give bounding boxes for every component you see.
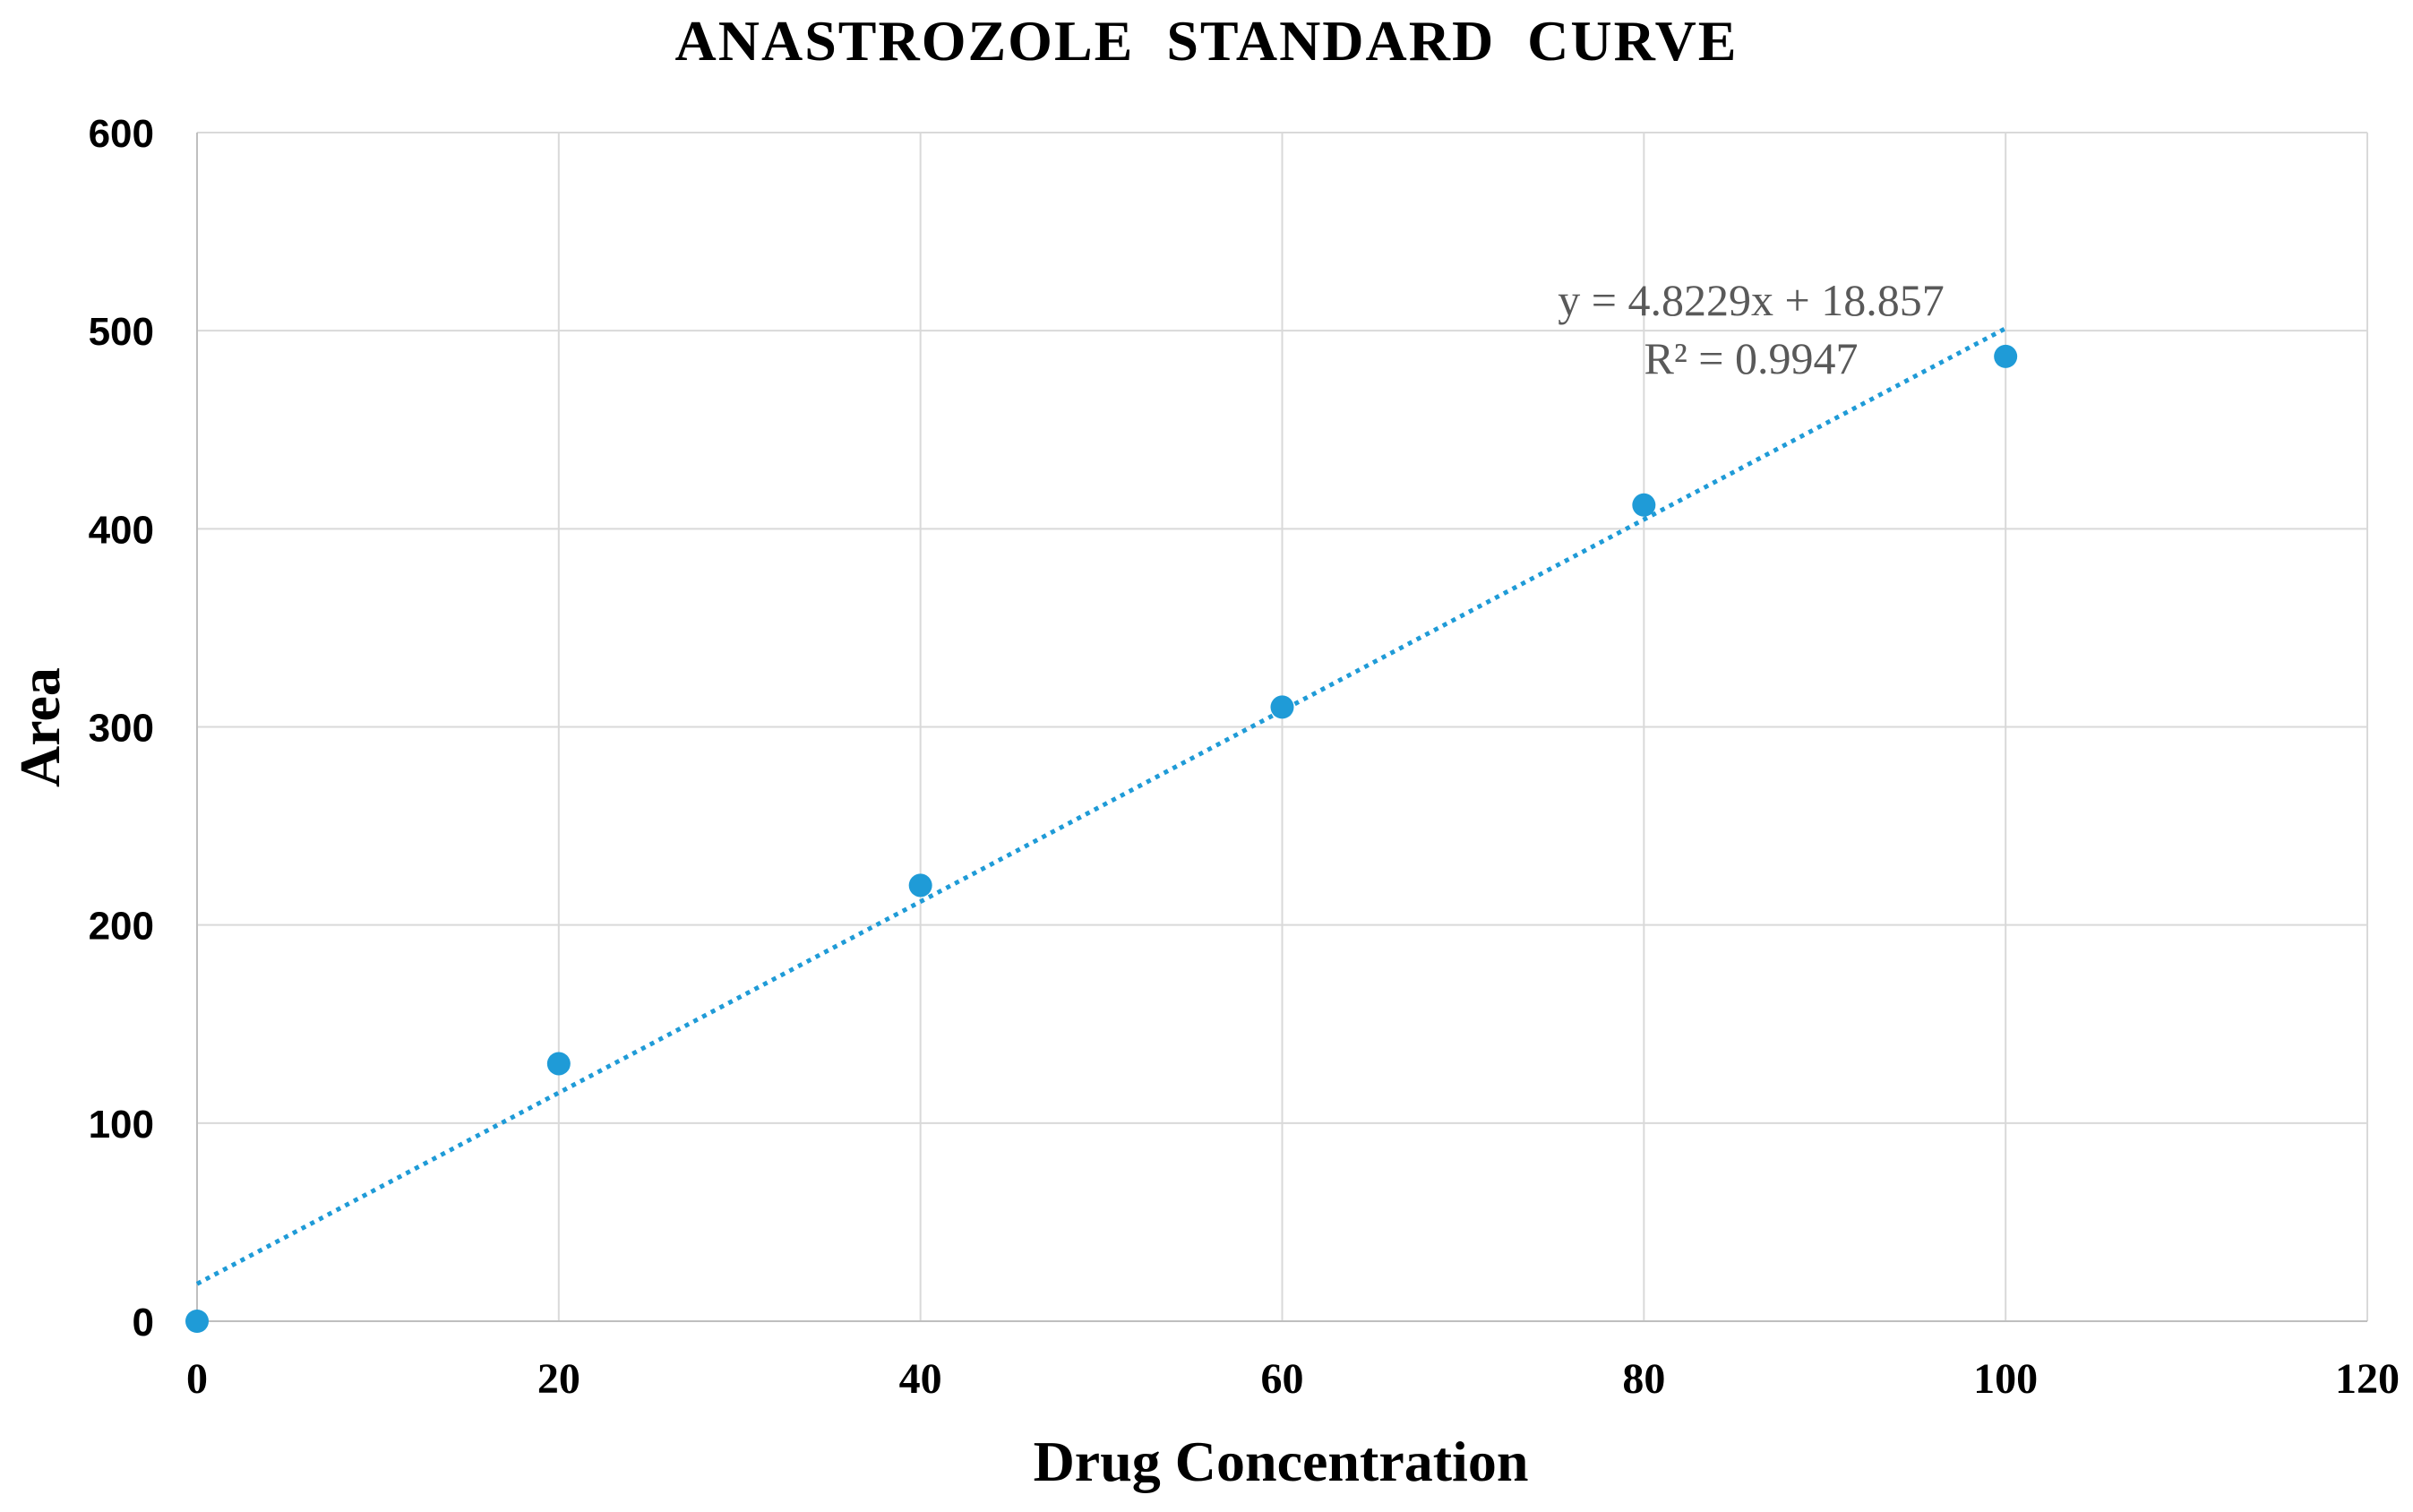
x-tick-label: 0	[186, 1355, 208, 1403]
chart-title: ANASTROZOLE STANDARD CURVE	[675, 9, 1739, 73]
data-point	[908, 873, 932, 898]
x-tick-label: 60	[1261, 1355, 1304, 1403]
x-tick-label: 40	[899, 1355, 942, 1403]
y-tick-label: 100	[89, 1103, 154, 1147]
y-axis-label: Area	[8, 667, 72, 787]
data-point	[185, 1310, 209, 1333]
x-tick-label: 80	[1622, 1355, 1665, 1403]
y-tick-label: 400	[89, 508, 154, 552]
x-axis-label: Drug Concentration	[1034, 1430, 1529, 1493]
data-point	[1632, 493, 1656, 517]
labels: ANASTROZOLE STANDARD CURVE Drug Concentr…	[8, 9, 1945, 1493]
data-points	[185, 344, 2018, 1333]
grid	[197, 132, 2368, 1321]
x-tick-label: 120	[2335, 1355, 2400, 1403]
y-tick-label: 500	[89, 310, 154, 354]
y-tick-label: 300	[89, 707, 154, 751]
axes: 0 100 200 300 400 500 600 0 20 40 60 80 100 120	[89, 112, 2400, 1403]
x-tick-label: 100	[1973, 1355, 2038, 1403]
trendline-group	[195, 326, 2007, 1286]
data-point	[1270, 695, 1294, 719]
data-point	[546, 1052, 571, 1076]
trendline-equation: y = 4.8229x + 18.857	[1558, 275, 1944, 325]
y-tick-label: 0	[133, 1301, 154, 1344]
y-tick-label: 200	[89, 905, 154, 949]
data-point	[1994, 344, 2018, 368]
trendline-r-squared: R² = 0.9947	[1644, 333, 1858, 383]
y-tick-label: 600	[89, 112, 154, 156]
x-tick-label: 20	[537, 1355, 580, 1403]
trendline	[195, 326, 2007, 1286]
